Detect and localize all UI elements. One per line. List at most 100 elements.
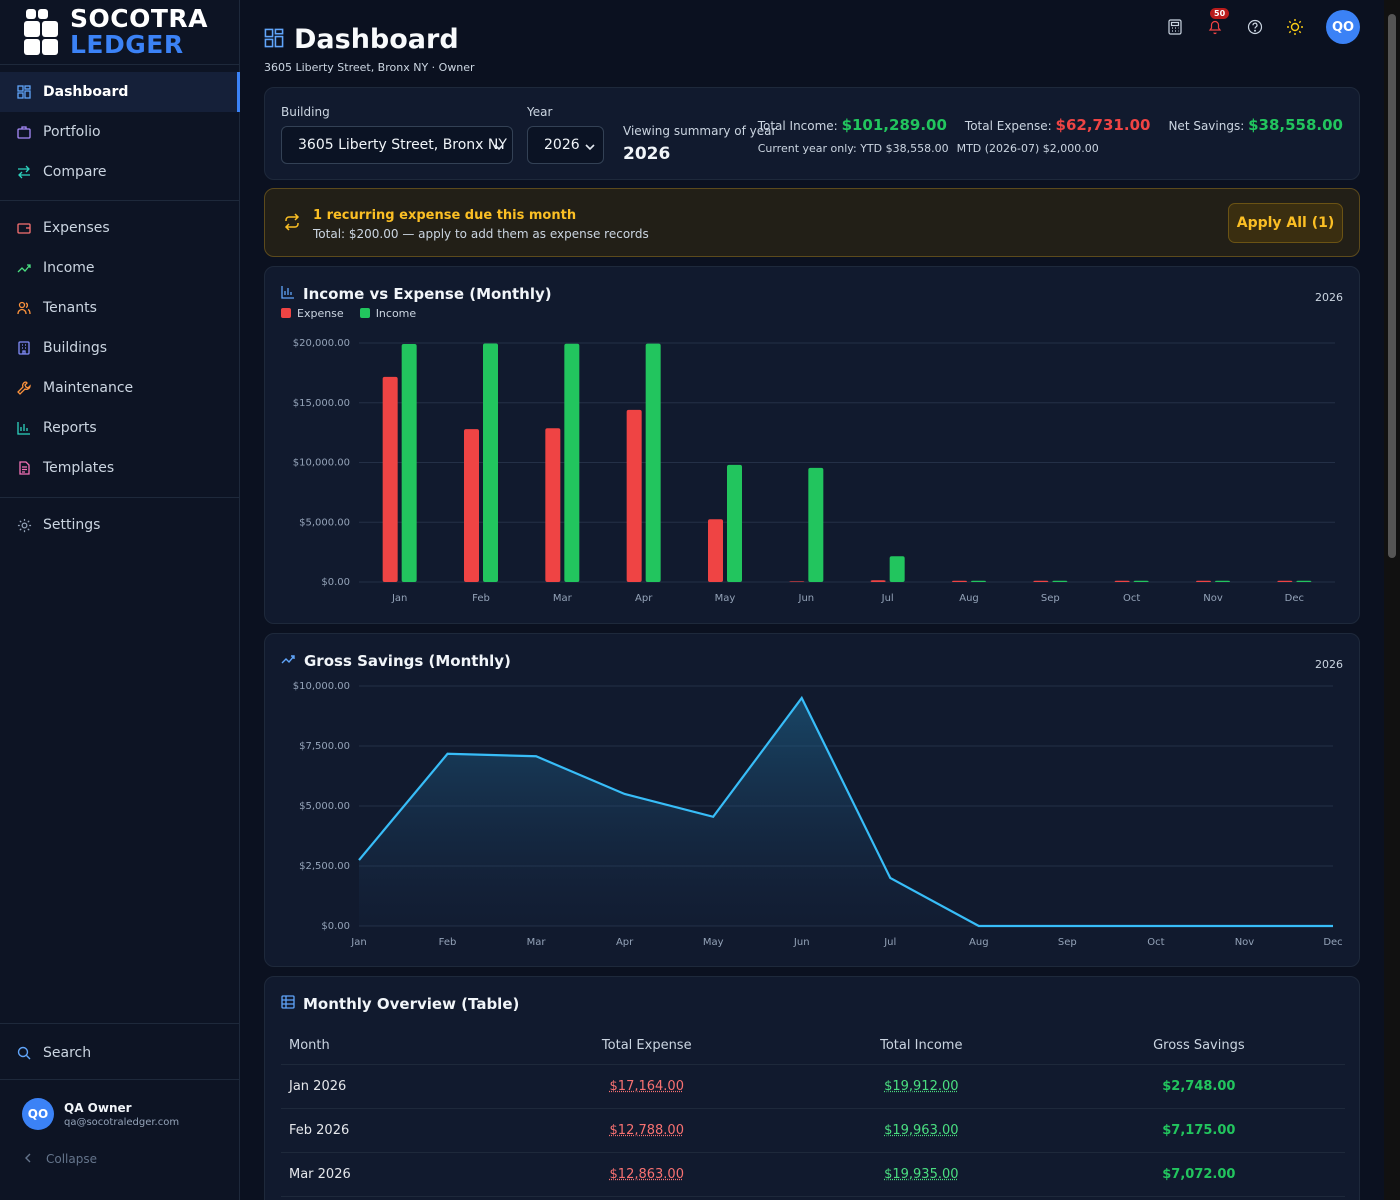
- x-tick-label: Aug: [969, 937, 989, 948]
- column-header[interactable]: Month: [281, 1027, 504, 1065]
- compare-icon: [16, 164, 32, 180]
- bar-income: [564, 343, 580, 582]
- table-row: Jan 2026 $17,164.00 $19,912.00 $2,748.00: [281, 1064, 1345, 1109]
- legend-expense[interactable]: Expense: [281, 307, 344, 320]
- x-tick-label: Jun: [798, 593, 815, 604]
- bar-expense: [1033, 580, 1049, 582]
- sidebar-item-label: Maintenance: [43, 380, 134, 396]
- user-email: qa@socotraledger.com: [64, 1116, 180, 1128]
- bar-expense: [382, 376, 398, 582]
- x-tick-label: Mar: [527, 937, 547, 948]
- sidebar-search-label: Search: [43, 1045, 92, 1061]
- sidebar-item-maintenance[interactable]: Maintenance: [0, 368, 240, 408]
- viewing-year: 2026: [623, 144, 671, 164]
- trend-icon: [281, 652, 296, 670]
- y-tick-label: $7,500.00: [299, 741, 350, 752]
- bar-income: [1052, 580, 1068, 582]
- expense-cell[interactable]: $17,164.00: [503, 1064, 790, 1109]
- sidebar-nav-primary: Dashboard Portfolio Compare: [0, 72, 240, 192]
- brand-logo[interactable]: SOCOTRA LEDGER: [22, 6, 208, 58]
- bar-income: [889, 556, 905, 582]
- building-select[interactable]: 3605 Liberty Street, Bronx NY: [281, 126, 513, 164]
- portfolio-icon: [16, 124, 32, 140]
- bar-expense: [870, 580, 886, 582]
- legend-income[interactable]: Income: [359, 307, 417, 320]
- page-scrollbar[interactable]: [1384, 0, 1400, 1200]
- column-header[interactable]: Total Expense: [503, 1027, 790, 1065]
- y-tick-label: $15,000.00: [293, 398, 350, 409]
- chart-title: Gross Savings (Monthly): [304, 652, 511, 670]
- year-select[interactable]: 2026: [527, 126, 604, 164]
- sidebar-search-button[interactable]: Search: [0, 1033, 240, 1073]
- tenants-icon: [16, 300, 32, 316]
- brand-line2: LEDGER: [70, 30, 184, 59]
- x-tick-label: Jan: [350, 937, 366, 948]
- bar-expense: [1277, 580, 1293, 582]
- user-profile[interactable]: QO QA Owner qa@socotraledger.com: [22, 1098, 179, 1130]
- x-tick-label: Apr: [616, 937, 634, 948]
- bar-income: [1296, 580, 1312, 582]
- sidebar-item-expenses[interactable]: Expenses: [0, 208, 240, 248]
- bar-expense: [708, 519, 723, 582]
- legend-label: Income: [375, 307, 417, 320]
- table-row: Mar 2026 $12,863.00 $19,935.00 $7,072.00: [281, 1152, 1345, 1197]
- x-tick-label: Feb: [472, 593, 490, 604]
- expense-cell[interactable]: $12,788.00: [503, 1108, 790, 1153]
- income-cell[interactable]: $19,963.00: [789, 1108, 1053, 1153]
- collapse-label: Collapse: [46, 1152, 97, 1166]
- help-icon[interactable]: [1246, 18, 1264, 36]
- chevron-left-icon: [24, 1152, 32, 1166]
- sidebar-item-income[interactable]: Income: [0, 248, 240, 288]
- scrollbar-thumb[interactable]: [1388, 14, 1396, 558]
- sun-icon[interactable]: [1286, 18, 1304, 36]
- user-name: QA Owner: [64, 1100, 132, 1115]
- sidebar-item-tenants[interactable]: Tenants: [0, 288, 240, 328]
- x-tick-label: Jul: [883, 937, 896, 948]
- ytd-text: Current year only: YTD $38,558.00: [757, 142, 949, 155]
- sidebar-item-settings[interactable]: Settings: [0, 505, 240, 545]
- buildings-icon: [16, 340, 32, 356]
- sidebar-item-label: Tenants: [43, 300, 97, 316]
- apply-all-button[interactable]: Apply All (1): [1228, 203, 1343, 243]
- gross-savings-chart-card: Gross Savings (Monthly) 2026 $0.00 $2,500…: [264, 633, 1360, 967]
- notification-badge: 50: [1210, 8, 1230, 19]
- income-cell[interactable]: $19,935.00: [789, 1152, 1053, 1197]
- expense-cell[interactable]: $12,863.00: [503, 1152, 790, 1197]
- income-cell[interactable]: $19,912.00: [789, 1064, 1053, 1109]
- sidebar-item-dashboard[interactable]: Dashboard: [0, 72, 240, 112]
- income-expense-chart-card: Income vs Expense (Monthly) 2026 Expense…: [264, 266, 1360, 624]
- savings-cell: $2,748.00: [1052, 1064, 1345, 1109]
- column-header[interactable]: Gross Savings: [1052, 1027, 1345, 1065]
- savings-cell: $7,072.00: [1052, 1152, 1345, 1197]
- year-label: Year: [527, 105, 553, 119]
- chart-title: Income vs Expense (Monthly): [303, 285, 552, 303]
- bar-chart-icon: [281, 285, 295, 303]
- y-tick-label: $10,000.00: [293, 681, 350, 692]
- sidebar-item-label: Settings: [43, 517, 101, 533]
- reports-icon: [16, 420, 32, 436]
- x-tick-label: Oct: [1147, 937, 1164, 948]
- column-header[interactable]: Total Income: [789, 1027, 1053, 1065]
- avatar[interactable]: QO: [1326, 10, 1360, 44]
- notification-bell-icon[interactable]: 50: [1206, 8, 1230, 36]
- x-tick-label: Dec: [1323, 937, 1342, 948]
- x-tick-label: Jun: [793, 937, 810, 948]
- building-label: Building: [281, 105, 330, 119]
- table-header-row: Month Total Expense Total Income Gross S…: [281, 1027, 1345, 1065]
- sidebar-item-compare[interactable]: Compare: [0, 152, 240, 192]
- viewing-summary: Viewing summary of year 2026: [623, 124, 776, 164]
- sidebar-item-buildings[interactable]: Buildings: [0, 328, 240, 368]
- x-tick-label: Sep: [1041, 593, 1060, 604]
- sidebar-item-portfolio[interactable]: Portfolio: [0, 112, 240, 152]
- sidebar-item-reports[interactable]: Reports: [0, 408, 240, 448]
- y-tick-label: $0.00: [321, 577, 350, 588]
- x-tick-label: Aug: [959, 593, 979, 604]
- sidebar-item-templates[interactable]: Templates: [0, 448, 240, 488]
- calculator-icon[interactable]: [1166, 18, 1184, 36]
- income-icon: [16, 260, 32, 276]
- collapse-button[interactable]: Collapse: [24, 1152, 97, 1166]
- total-income-label: Total Income:: [757, 119, 838, 133]
- recurring-expense-alert: 1 recurring expense due this month Total…: [264, 188, 1360, 257]
- table-row: Feb 2026 $12,788.00 $19,963.00 $7,175.00: [281, 1108, 1345, 1153]
